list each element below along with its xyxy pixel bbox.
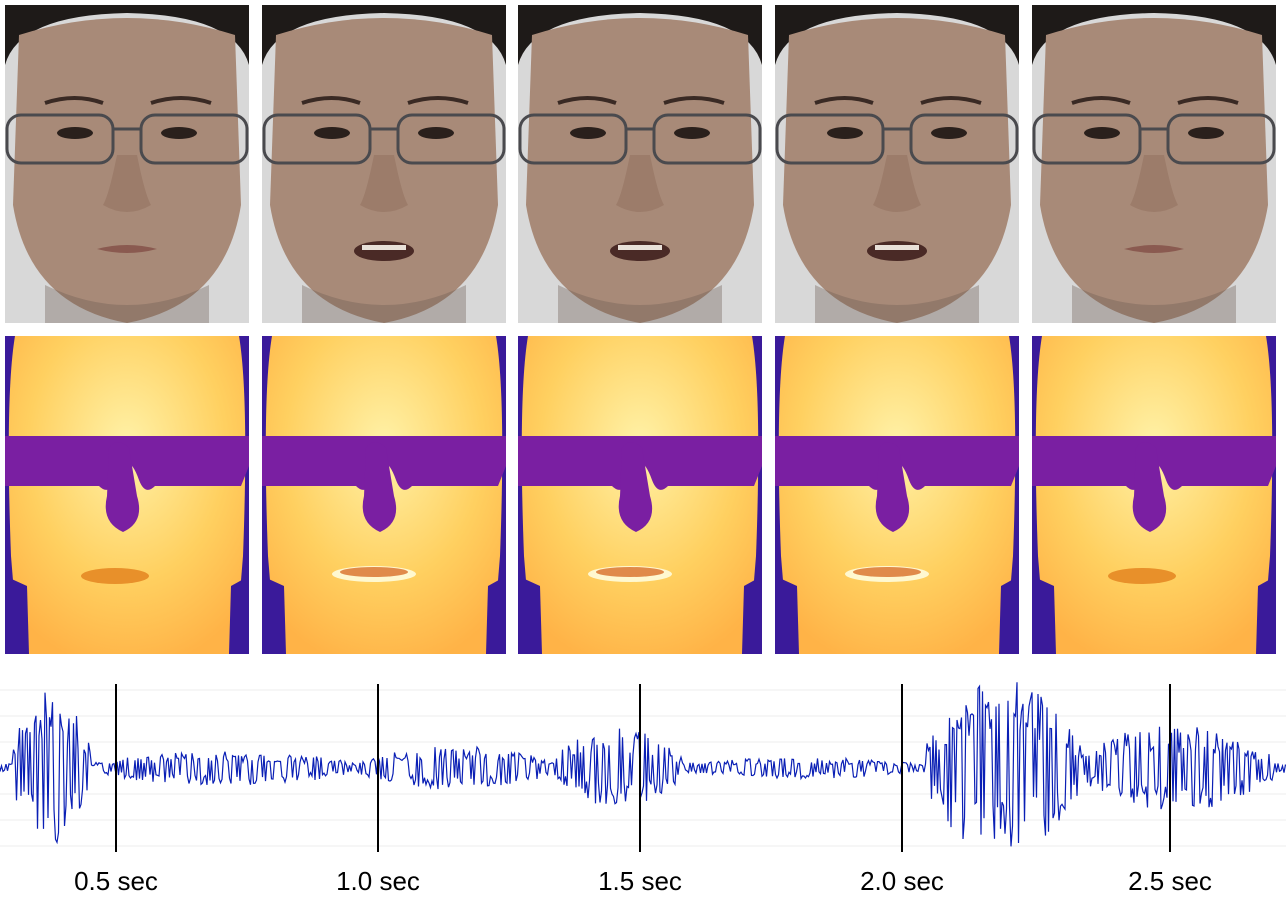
face-thermal-2 (262, 336, 506, 654)
time-label-2-0: 2.0 sec (860, 866, 944, 896)
time-label-1-0: 1.0 sec (336, 866, 420, 896)
time-markers (115, 684, 1171, 852)
time-label-2-5: 2.5 sec (1128, 866, 1212, 896)
face-thermal-4 (775, 336, 1019, 654)
time-label-0-5: 0.5 sec (74, 866, 158, 896)
waveform-gridlines (0, 689, 1286, 847)
audio-waveform (0, 682, 1286, 852)
time-label-1-5: 1.5 sec (598, 866, 682, 896)
face-rgb-4 (775, 5, 1019, 323)
face-thermal-5 (1032, 336, 1276, 654)
face-thermal-3 (518, 336, 762, 654)
face-rgb-3 (518, 5, 762, 323)
face-rgb-5 (1032, 5, 1276, 323)
waveform-signal (0, 682, 1286, 847)
face-thermal-1 (5, 336, 249, 654)
face-rgb-1 (5, 5, 249, 323)
face-rgb-2 (262, 5, 506, 323)
